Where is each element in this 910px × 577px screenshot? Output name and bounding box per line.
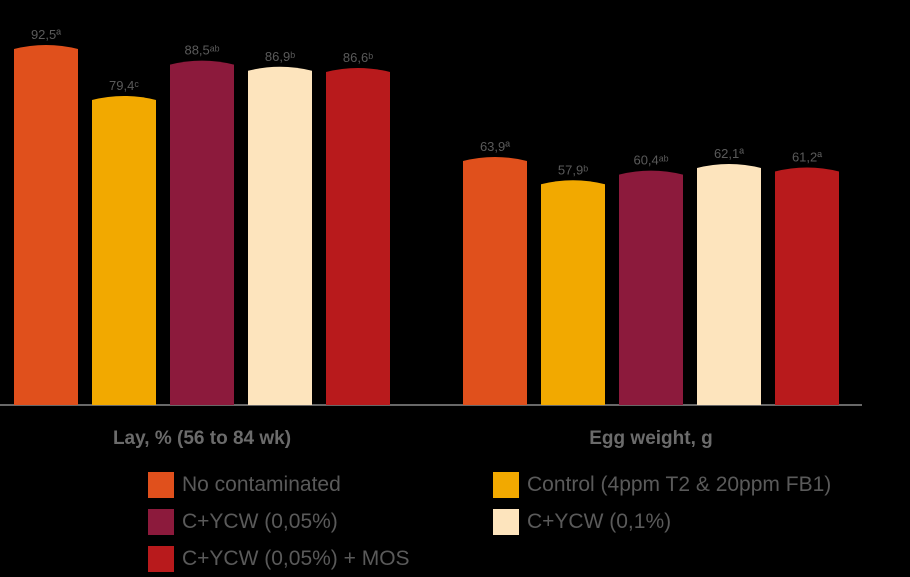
bar: [463, 157, 527, 405]
bar: [775, 167, 839, 405]
category-label: Egg weight, g: [589, 428, 713, 449]
bar-value-label: 92,5ª: [31, 27, 61, 42]
bar-value-label: 79,4ᶜ: [109, 78, 139, 93]
bar: [619, 170, 683, 405]
bar: [14, 45, 78, 405]
bar: [541, 180, 605, 405]
bar-value-label: 63,9ª: [480, 139, 510, 154]
bar-value-label: 60,4ᵃᵇ: [633, 153, 668, 168]
bar: [248, 66, 312, 406]
bar: [326, 67, 390, 406]
bar-value-label: 57,9ᵇ: [558, 162, 588, 177]
bar: [170, 60, 234, 405]
bar-value-label: 62,1ª: [714, 146, 744, 161]
bar: [697, 163, 761, 405]
bar-value-label: 86,6ᵇ: [343, 50, 373, 65]
category-label: Lay, % (56 to 84 wk): [113, 428, 291, 449]
bar-value-label: 86,9ᵇ: [265, 49, 295, 64]
bar: [92, 95, 156, 405]
bar-value-label: 88,5ᵃᵇ: [184, 43, 219, 58]
bar-value-label: 61,2ª: [792, 149, 822, 164]
